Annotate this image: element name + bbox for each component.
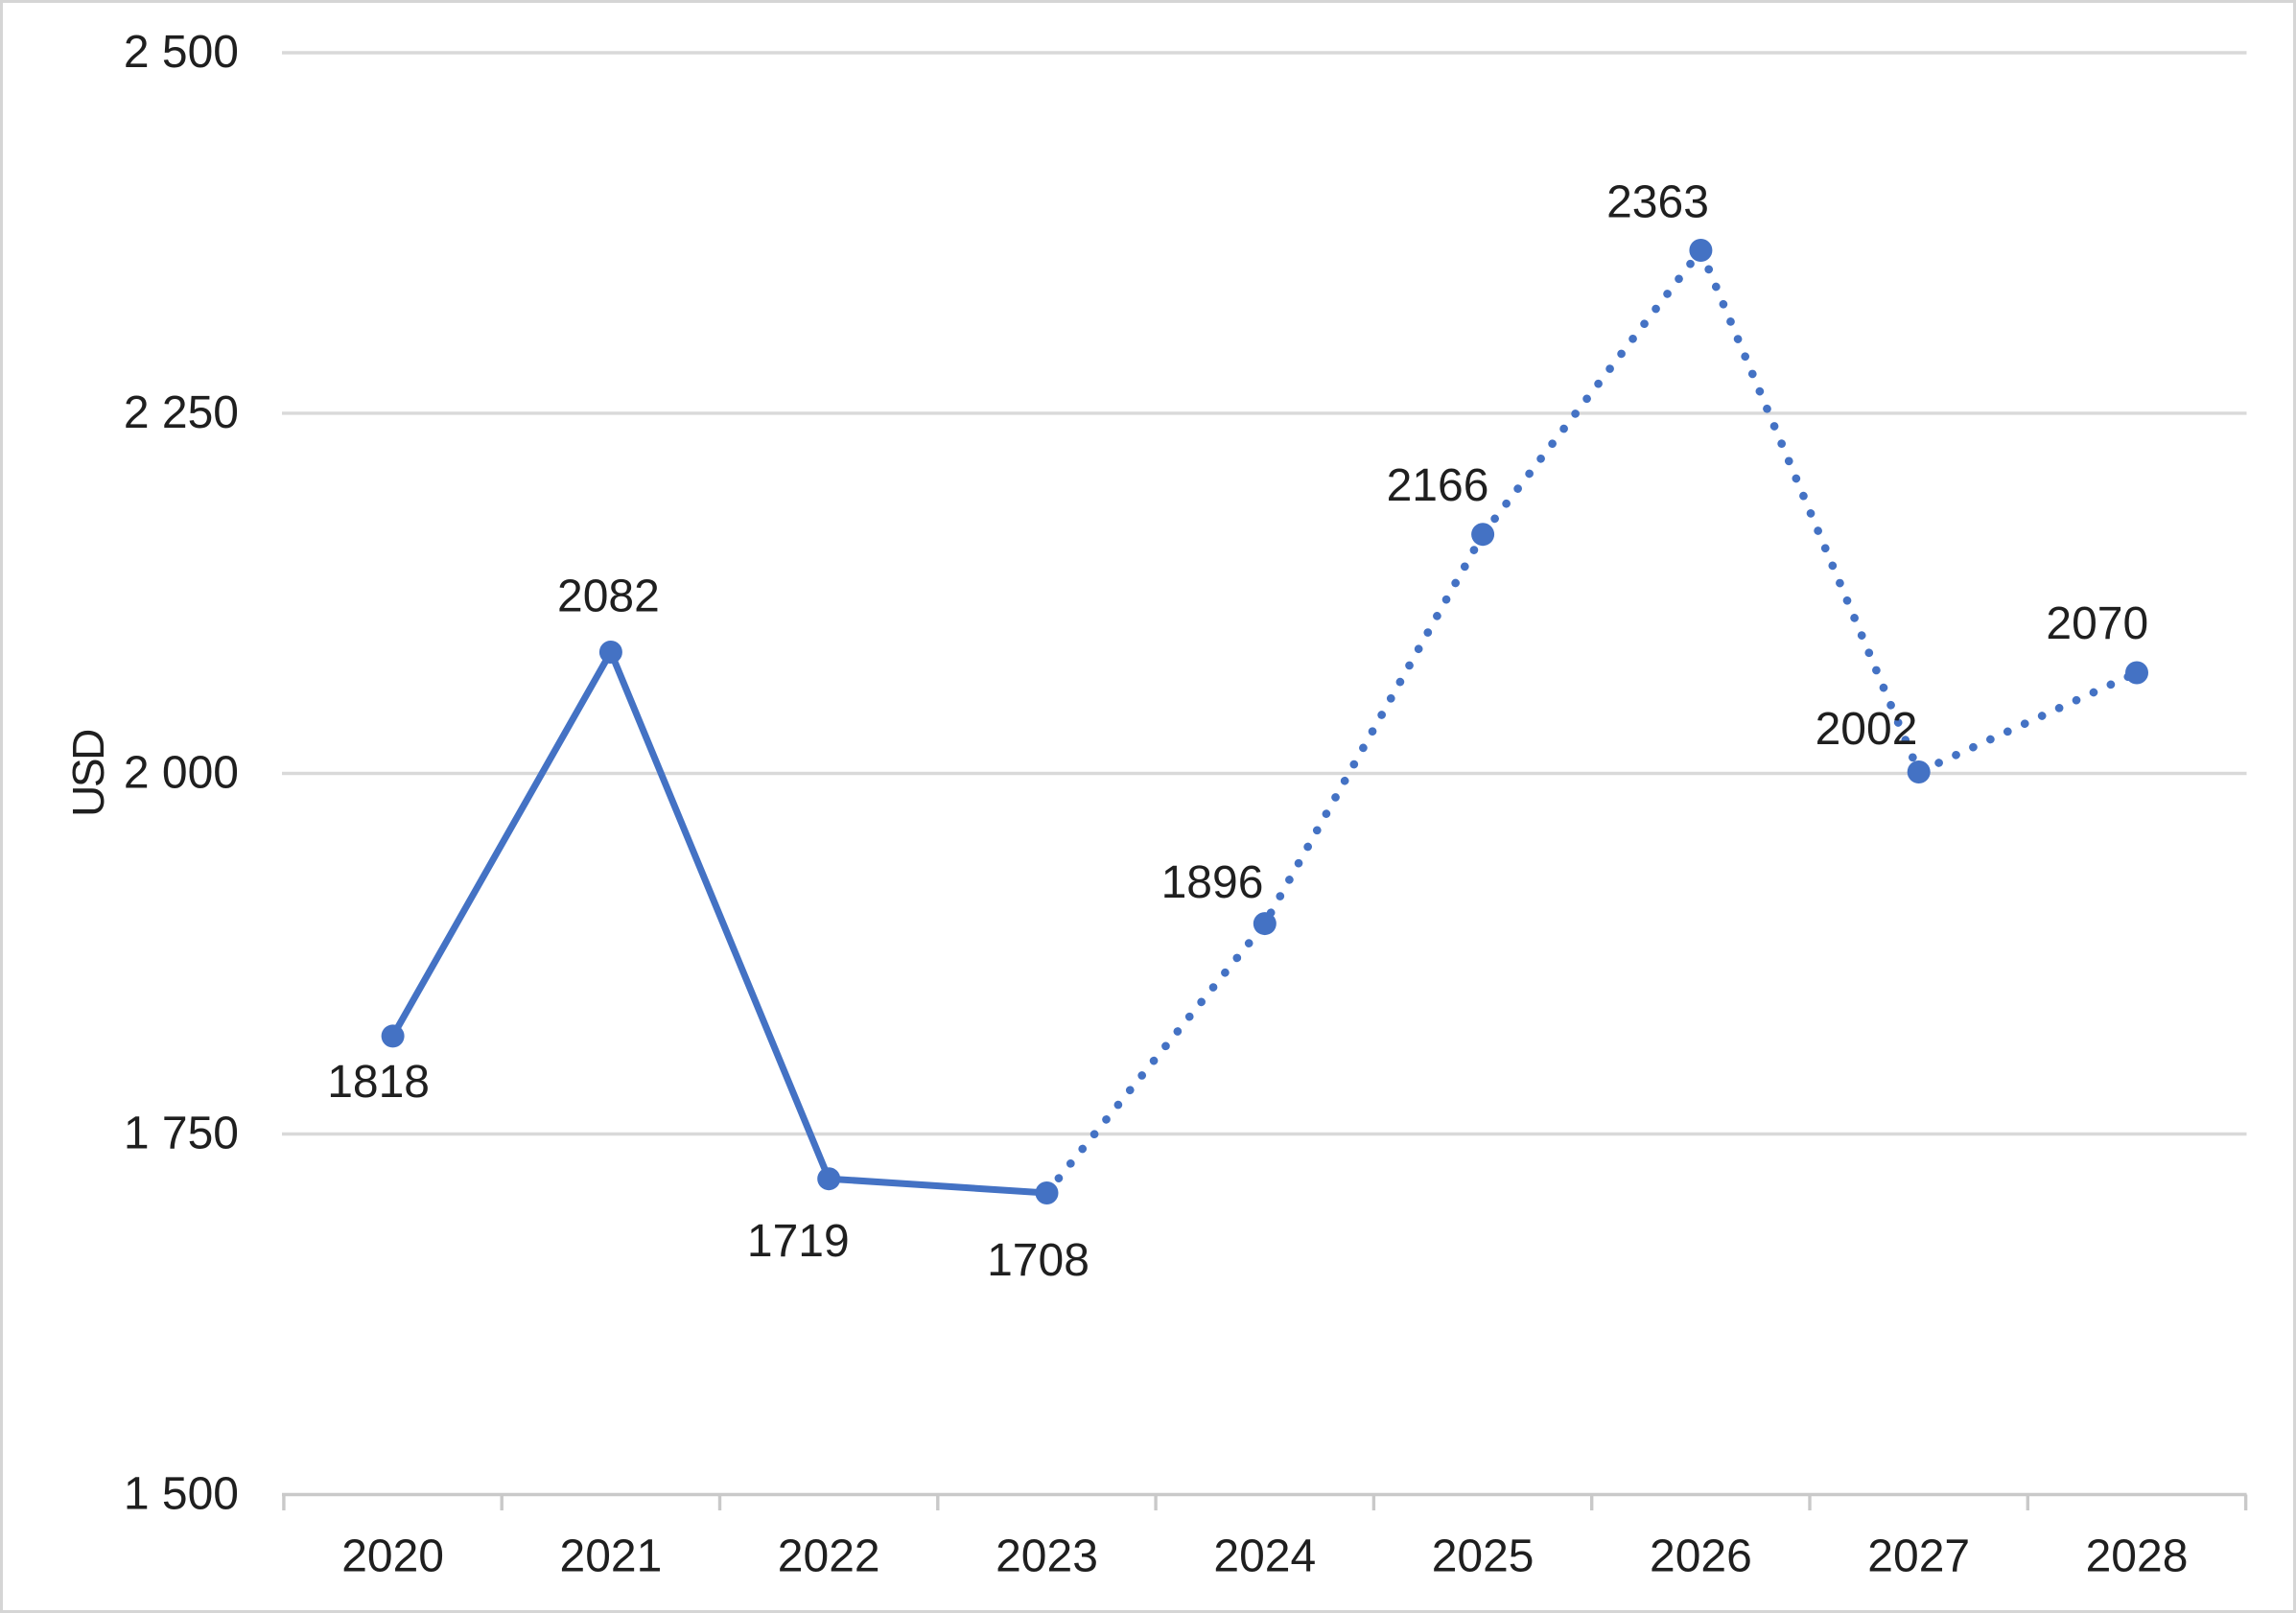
svg-text:2026: 2026 (1650, 1531, 1752, 1582)
svg-text:2 500: 2 500 (124, 27, 239, 78)
svg-text:2022: 2022 (778, 1531, 880, 1582)
svg-text:1 750: 1 750 (124, 1109, 239, 1159)
svg-text:2024: 2024 (1213, 1531, 1316, 1582)
svg-text:2363: 2363 (1606, 176, 1709, 227)
svg-text:1896: 1896 (1161, 857, 1264, 908)
svg-text:2028: 2028 (2086, 1531, 2189, 1582)
svg-text:2027: 2027 (1867, 1531, 1970, 1582)
svg-text:2 000: 2 000 (124, 748, 239, 799)
svg-text:2166: 2166 (1387, 460, 1489, 511)
svg-text:2082: 2082 (557, 571, 660, 621)
svg-text:1708: 1708 (987, 1235, 1089, 1286)
svg-text:2002: 2002 (1816, 704, 1918, 755)
svg-text:1719: 1719 (747, 1216, 850, 1267)
svg-text:2070: 2070 (2046, 598, 2148, 649)
svg-text:2025: 2025 (1432, 1531, 1535, 1582)
svg-text:2 250: 2 250 (124, 387, 239, 438)
svg-text:USD: USD (63, 730, 113, 817)
svg-text:2021: 2021 (560, 1531, 663, 1582)
svg-text:2023: 2023 (996, 1531, 1098, 1582)
svg-text:1818: 1818 (327, 1057, 430, 1108)
svg-text:2020: 2020 (341, 1531, 444, 1582)
svg-text:1 500: 1 500 (124, 1469, 239, 1520)
